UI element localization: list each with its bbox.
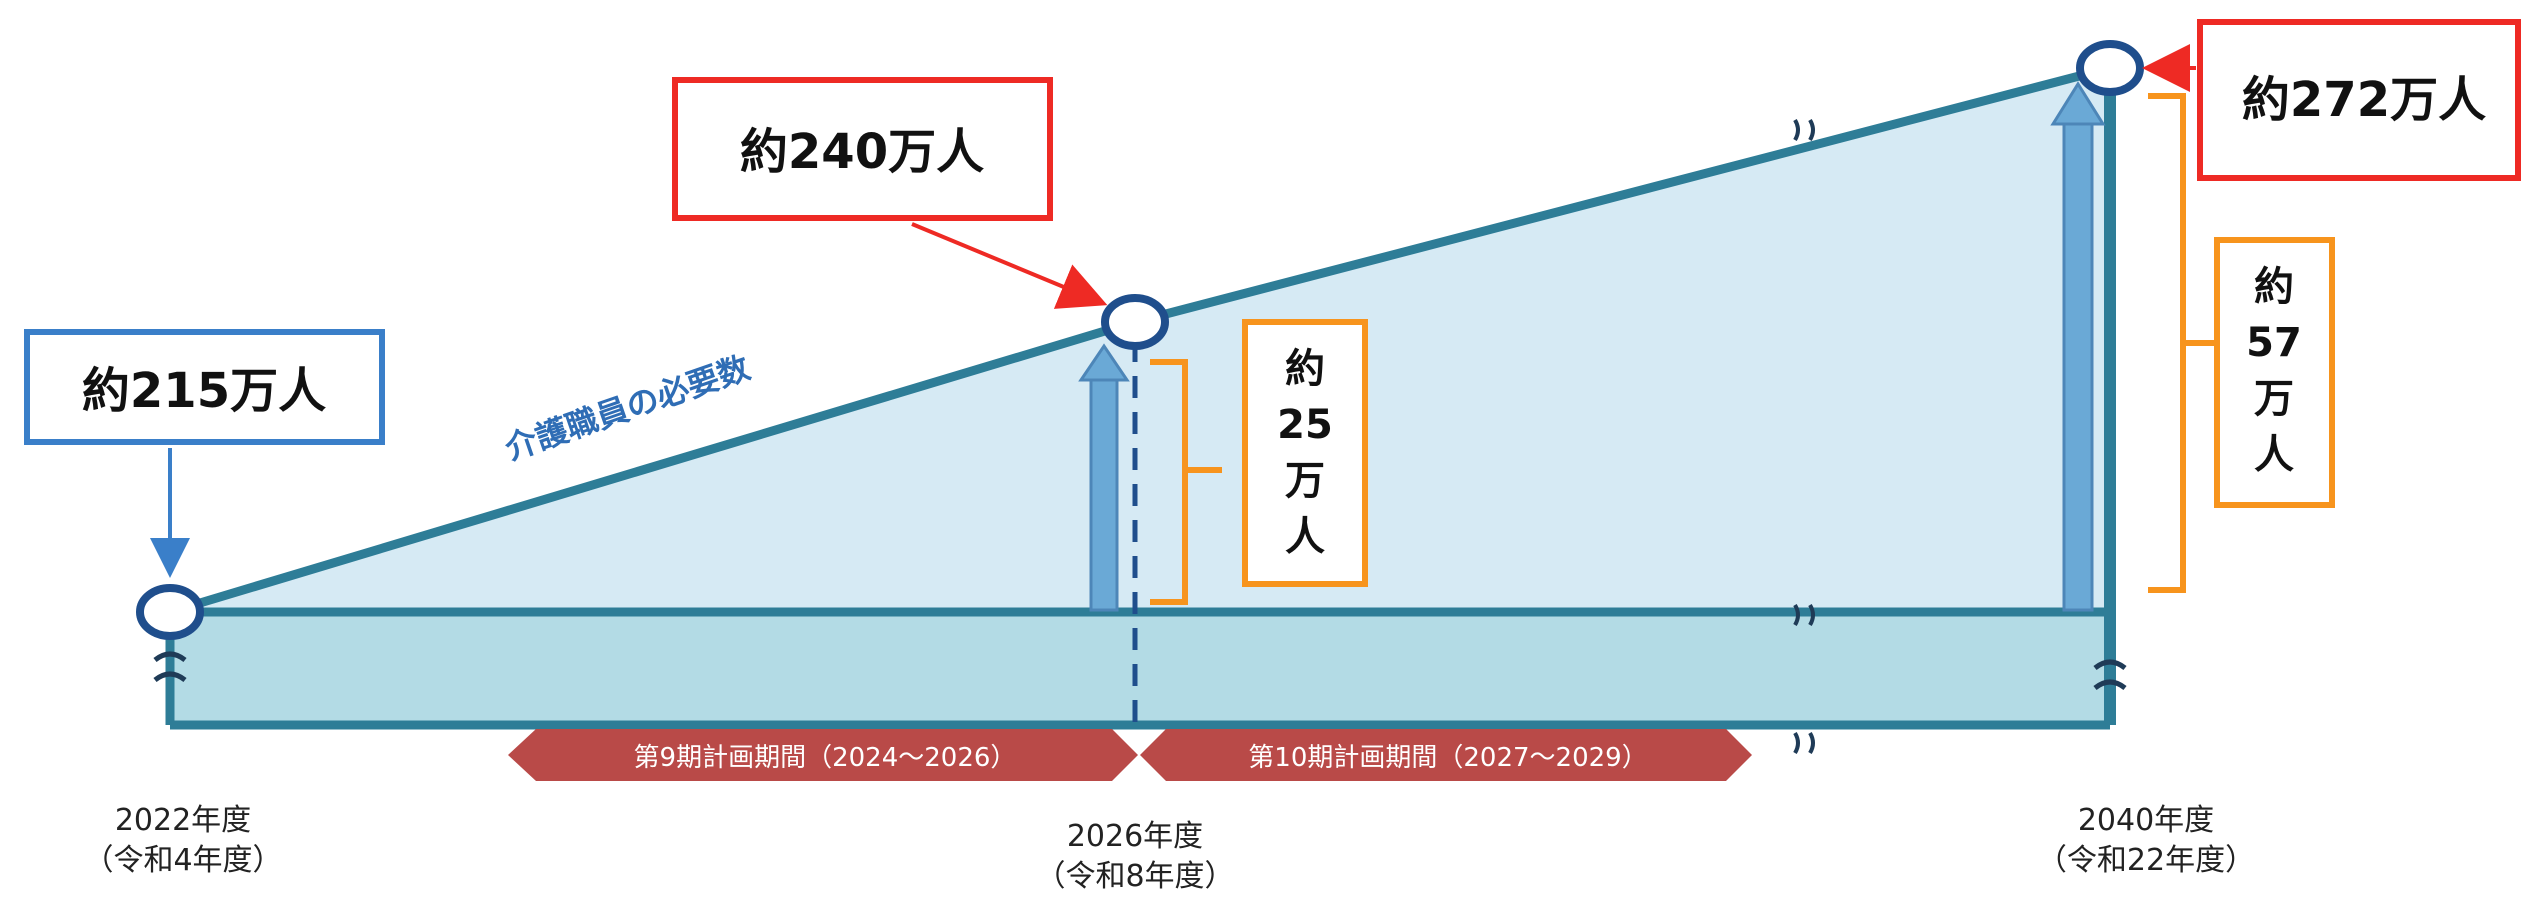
bracket-2040 — [2148, 93, 2220, 593]
open-circle-marker — [2076, 40, 2144, 96]
end-value: 約272万人 — [2242, 72, 2486, 128]
bracket-2026 — [1150, 359, 1222, 605]
baseline-band — [170, 612, 2110, 725]
wavy-break-icon — [153, 651, 2127, 691]
wavy-break-icon — [1793, 118, 1815, 755]
increment-box-2040 — [2214, 237, 2335, 508]
open-circle-marker — [136, 584, 204, 640]
increment-text: 25 — [1277, 402, 1333, 448]
increment-text: 57 — [2246, 320, 2302, 366]
increase-arrow-2026 — [1078, 343, 1130, 612]
increment-text: 人 — [1285, 514, 1325, 560]
increment-text: 万 — [2254, 376, 2294, 422]
period-tenth-label: 第10期計画期間（2027～2029） — [1248, 743, 1647, 773]
increment-text: 約 — [2254, 264, 2294, 310]
increment-text: 約 — [1285, 346, 1325, 392]
period-arrow-tenth — [1140, 729, 1752, 781]
era-label: （令和8年度） — [1035, 859, 1234, 894]
mid-callout-box — [672, 77, 1053, 221]
mid-pointer-arrow — [911, 222, 1108, 309]
increment-box-2026 — [1242, 319, 1368, 587]
period-ninth-label: 第9期計画期間（2024～2026） — [634, 743, 1017, 773]
end-callout-box — [2197, 19, 2521, 181]
start-value: 約215万人 — [82, 363, 326, 419]
increment-text: 人 — [2254, 432, 2294, 478]
era-label: （令和4年度） — [83, 843, 282, 878]
year-label: 2026年度 — [1067, 819, 1203, 854]
start-callout-box — [24, 329, 385, 445]
increase-arrow-2040 — [2050, 81, 2106, 612]
year-label: 2022年度 — [115, 803, 251, 838]
mid-value: 約240万人 — [740, 124, 984, 180]
increment-text: 万 — [1285, 458, 1325, 504]
period-arrow-ninth — [508, 729, 1138, 781]
open-circle-marker — [1101, 294, 1169, 350]
year-label: 2040年度 — [2078, 803, 2214, 838]
era-label: （令和22年度） — [2037, 843, 2255, 878]
